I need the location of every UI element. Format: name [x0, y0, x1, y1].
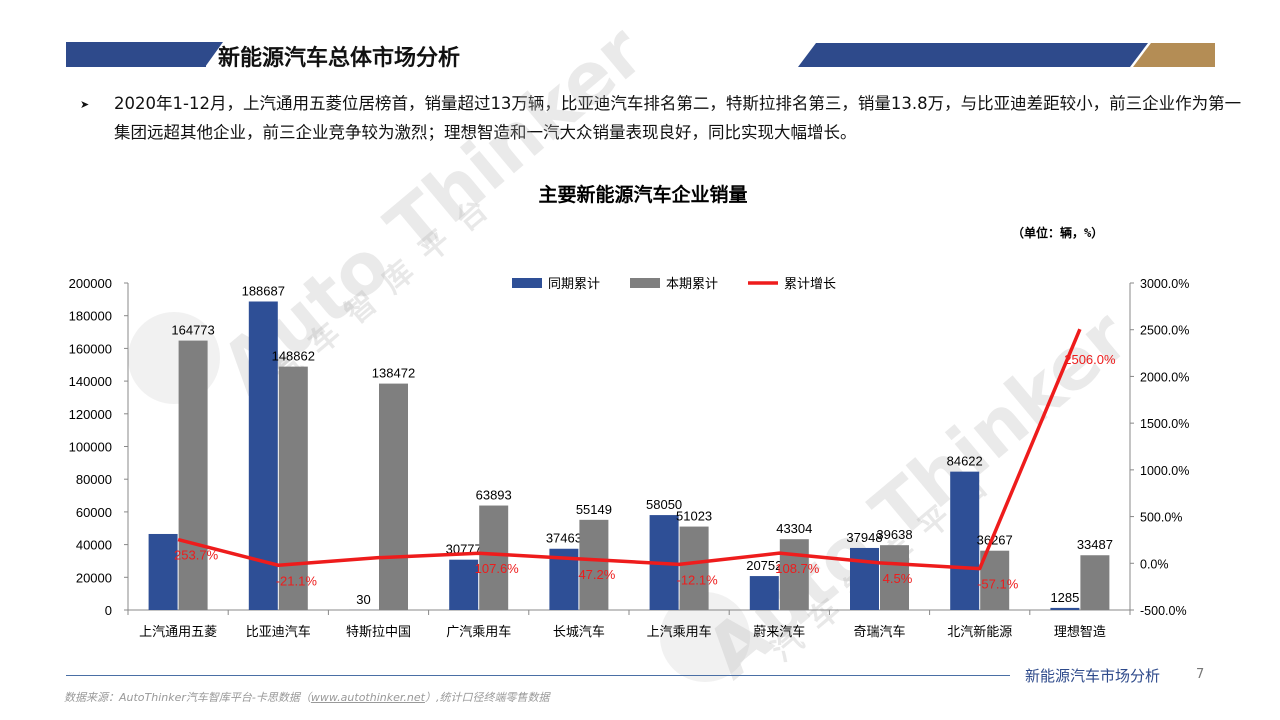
sales-chart: 0 20000 40000 60000 80000 100000 120000 140000 1…: [69, 276, 1190, 640]
y-right-tick-label: 500.0%: [1140, 511, 1182, 525]
growth-data-label: 253.7%: [174, 548, 219, 563]
y-left-tick-label: 40000: [76, 538, 112, 553]
x-tick-label: 比亚迪汽车: [246, 624, 311, 640]
header-band-left-tip: [205, 42, 223, 67]
legend-swatch: [512, 278, 542, 288]
bar-current: [479, 505, 509, 610]
bar-prior: [850, 547, 879, 610]
header-band-left: [66, 42, 206, 67]
page-number: 7: [1196, 667, 1205, 682]
bar-data-label: 30: [356, 592, 370, 607]
footer-title: 新能源汽车市场分析: [1025, 667, 1161, 685]
data-source-note: 数据来源：AutoThinker汽车智库平台-卡思数据（www.autothin…: [64, 689, 549, 705]
bar-data-label: 55149: [576, 502, 612, 517]
chart-title: 主要新能源汽车企业销量: [538, 184, 748, 206]
y-left-tick-label: 160000: [69, 341, 112, 356]
bar-current: [980, 550, 1010, 610]
legend-label: 同期累计: [548, 277, 600, 292]
legend-swatch: [630, 278, 660, 288]
bar-current: [579, 519, 609, 610]
x-tick-label: 广汽乘用车: [446, 624, 511, 640]
bar-data-label: 84622: [947, 454, 983, 469]
bar-current: [880, 545, 909, 610]
page-title: 新能源汽车总体市场分析: [218, 46, 461, 71]
y-left-tick-label: 100000: [69, 440, 112, 455]
bar-data-label: 37463: [546, 531, 582, 546]
bar-data-label: 58050: [646, 497, 682, 512]
y-right-tick-label: 1000.0%: [1140, 464, 1189, 478]
bar-current: [679, 526, 709, 610]
x-tick-label: 蔚来汽车: [753, 624, 805, 640]
y-right-tick-label: 2000.0%: [1140, 370, 1189, 384]
y-left-tick-label: 200000: [69, 276, 112, 291]
bar-current: [178, 340, 208, 610]
x-tick-label: 北汽新能源: [947, 624, 1012, 640]
growth-data-label: -12.1%: [676, 572, 718, 587]
legend-label: 本期累计: [666, 277, 718, 292]
growth-data-label: 108.7%: [775, 561, 820, 576]
growth-data-label: -57.1%: [977, 577, 1019, 592]
y-left-tick-label: 20000: [76, 570, 112, 585]
unit-note: （单位：辆，%）: [1012, 226, 1104, 240]
header-band-gold: [1133, 43, 1215, 67]
bar-data-label: 138472: [372, 366, 415, 381]
x-tick-label: 长城汽车: [553, 624, 605, 640]
x-tick-label: 特斯拉中国: [346, 625, 411, 640]
legend-label: 累计增长: [784, 277, 836, 292]
bar-prior: [749, 576, 779, 610]
bar-data-label: 148862: [272, 349, 315, 364]
y-right-tick-label: 1500.0%: [1140, 417, 1189, 431]
bar-data-label: 20752: [746, 558, 782, 573]
bar-current: [278, 366, 308, 610]
bar-data-label: 37948: [846, 530, 882, 545]
bar-data-label: 188687: [242, 283, 285, 298]
y-right-tick-label: 3000.0%: [1140, 277, 1189, 291]
bar-current: [379, 383, 408, 610]
growth-data-label: -21.1%: [276, 573, 318, 588]
y-right-tick-label: 2500.0%: [1140, 324, 1189, 338]
x-tick-label: 上汽通用五菱: [139, 625, 217, 640]
header-band-right: [798, 43, 1148, 67]
y-left-tick-label: 0: [105, 603, 112, 618]
growth-line: [177, 328, 1082, 571]
growth-data-label: 2506.0%: [1064, 352, 1116, 367]
y-left-tick-label: 120000: [69, 407, 112, 422]
bar-prior: [148, 533, 178, 610]
growth-data-label: 107.6%: [475, 561, 520, 576]
source-link[interactable]: www.autothinker.net: [310, 691, 425, 704]
bar-prior: [1050, 607, 1080, 610]
growth-data-label: 47.2%: [578, 567, 615, 582]
source-suffix: ）,统计口径终端零售数据: [424, 691, 550, 704]
bar-data-label: 43304: [776, 521, 812, 536]
bar-data-label: 63893: [476, 488, 512, 503]
y-left-tick-label: 80000: [76, 472, 112, 487]
bar-prior: [449, 559, 479, 610]
y-right-tick-label: 0.0%: [1140, 557, 1169, 571]
y-left-tick-label: 60000: [76, 505, 112, 520]
bar-prior: [950, 471, 980, 610]
bar-current: [1080, 555, 1110, 610]
y-right-tick-label: -500.0%: [1140, 604, 1187, 618]
bar-data-label: 36267: [977, 533, 1013, 548]
bar-data-label: 1285: [1050, 590, 1079, 605]
bar-data-label: 51023: [676, 509, 712, 524]
growth-data-label: 4.5%: [883, 571, 913, 586]
y-left-tick-label: 140000: [69, 374, 112, 389]
bar-current: [779, 539, 809, 610]
summary-text: 2020年1-12月，上汽通用五菱位居榜首，销量超过13万辆，比亚迪汽车排名第二…: [114, 94, 1242, 142]
source-prefix: 数据来源：AutoThinker汽车智库平台-卡思数据（: [64, 691, 311, 704]
chevron-right-icon: ➤: [80, 98, 90, 111]
x-tick-label: 奇瑞汽车: [853, 624, 905, 640]
y-left-tick-label: 180000: [69, 309, 112, 324]
bar-data-label: 33487: [1077, 537, 1113, 552]
x-tick-label: 理想智造: [1054, 624, 1106, 640]
bar-data-label: 164773: [171, 323, 214, 338]
bar-data-label: 39638: [876, 527, 912, 542]
x-tick-label: 上汽乘用车: [647, 624, 712, 640]
footer-divider: [66, 675, 1010, 676]
